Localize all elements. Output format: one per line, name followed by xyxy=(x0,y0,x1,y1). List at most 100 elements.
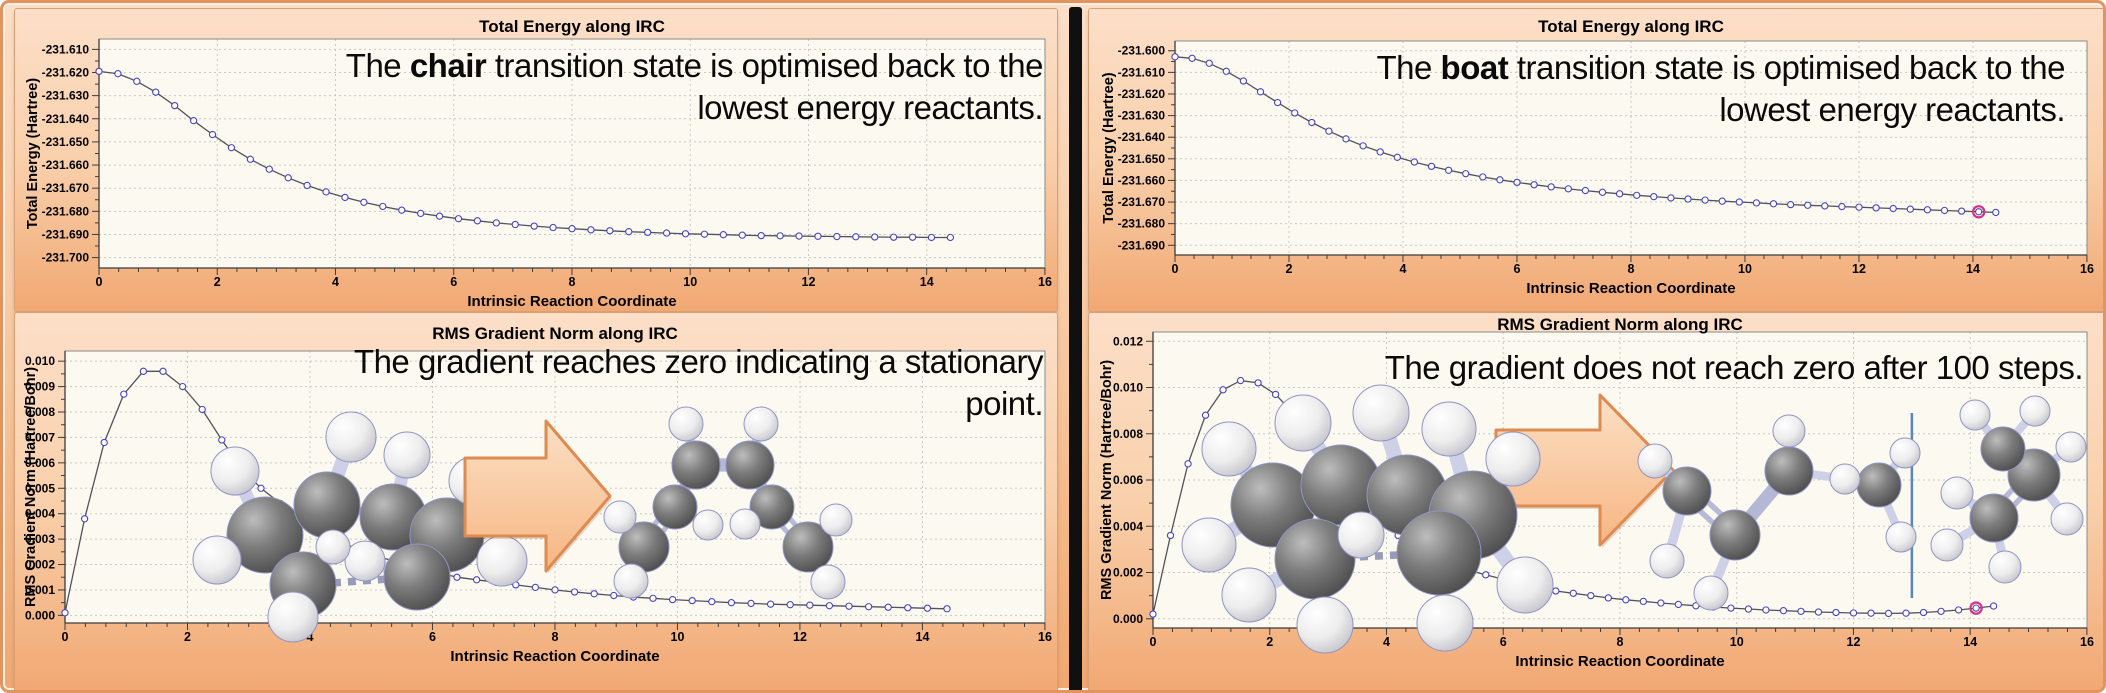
svg-text:14: 14 xyxy=(920,275,934,289)
svg-text:-231.660: -231.660 xyxy=(1118,173,1166,187)
svg-text:14: 14 xyxy=(1966,262,1980,276)
svg-text:8: 8 xyxy=(569,275,576,289)
svg-text:12: 12 xyxy=(793,630,807,644)
tick-marks xyxy=(92,48,1046,275)
svg-text:6: 6 xyxy=(429,630,436,644)
svg-text:4: 4 xyxy=(1383,635,1390,649)
svg-text:0.006: 0.006 xyxy=(1113,473,1143,487)
svg-text:6: 6 xyxy=(1514,262,1521,276)
svg-text:-231.600: -231.600 xyxy=(1118,44,1166,58)
svg-text:0.000: 0.000 xyxy=(25,608,55,622)
svg-text:-231.690: -231.690 xyxy=(42,227,90,241)
boat-total-energy-panel: 0 2 4 6 8 10 12 14 16 -231.690 -231.680 -231.670 -23… xyxy=(1089,9,2103,311)
svg-text:0.003: 0.003 xyxy=(25,532,55,546)
svg-text:0.000: 0.000 xyxy=(1113,612,1143,626)
chart-title: RMS Gradient Norm along IRC xyxy=(1497,315,1743,334)
svg-text:4: 4 xyxy=(332,275,339,289)
series-curve xyxy=(98,70,951,239)
boat-total-energy-chart: 0 2 4 6 8 10 12 14 16 -231.690 -231.680 -231.670 -23… xyxy=(1101,17,2094,297)
svg-text:-231.670: -231.670 xyxy=(1118,195,1166,209)
svg-text:-231.640: -231.640 xyxy=(1118,130,1166,144)
svg-text:-231.620: -231.620 xyxy=(1118,87,1166,101)
svg-text:0: 0 xyxy=(96,275,103,289)
tick-marks xyxy=(1168,50,2088,262)
svg-text:14: 14 xyxy=(916,630,930,644)
svg-text:0.010: 0.010 xyxy=(25,354,55,368)
svg-text:0: 0 xyxy=(62,630,69,644)
svg-text:2: 2 xyxy=(214,275,221,289)
svg-text:-231.610: -231.610 xyxy=(42,42,90,56)
svg-text:-231.630: -231.630 xyxy=(42,89,90,103)
svg-text:8: 8 xyxy=(552,630,559,644)
chair-rms-gradient-panel: 0 2 4 6 8 10 12 14 16 0.000 0.001 0.002 0.003 0.004 0.… xyxy=(15,313,1057,690)
svg-text:-231.610: -231.610 xyxy=(1118,65,1166,79)
svg-text:16: 16 xyxy=(2080,635,2094,649)
svg-text:0.002: 0.002 xyxy=(1113,566,1143,580)
svg-text:0.006: 0.006 xyxy=(25,456,55,470)
svg-text:0.002: 0.002 xyxy=(25,558,55,572)
svg-text:-231.660: -231.660 xyxy=(42,158,90,172)
svg-text:12: 12 xyxy=(1847,635,1861,649)
svg-text:14: 14 xyxy=(1963,635,1977,649)
svg-text:16: 16 xyxy=(2080,262,2094,276)
svg-text:10: 10 xyxy=(671,630,685,644)
tick-marks xyxy=(58,360,1046,630)
x-axis-label: Intrinsic Reaction Coordinate xyxy=(450,648,659,665)
svg-text:10: 10 xyxy=(683,275,697,289)
molecule-hexadiene-product xyxy=(603,406,853,600)
svg-text:0.004: 0.004 xyxy=(1113,519,1143,533)
svg-text:16: 16 xyxy=(1038,630,1052,644)
chart-title: Total Energy along IRC xyxy=(1538,17,1724,36)
svg-text:4: 4 xyxy=(1400,262,1407,276)
svg-text:8: 8 xyxy=(1628,262,1635,276)
svg-text:12: 12 xyxy=(1852,262,1866,276)
svg-text:2: 2 xyxy=(1286,262,1293,276)
x-axis-label: Intrinsic Reaction Coordinate xyxy=(467,293,676,310)
svg-text:-231.700: -231.700 xyxy=(42,251,90,265)
highlighted-point-ring xyxy=(1972,205,1986,219)
svg-text:-231.630: -231.630 xyxy=(1118,109,1166,123)
svg-text:0.012: 0.012 xyxy=(1113,334,1143,348)
svg-text:16: 16 xyxy=(1038,275,1052,289)
svg-text:-231.650: -231.650 xyxy=(42,135,90,149)
data-point-markers xyxy=(95,67,955,242)
x-axis-label: Intrinsic Reaction Coordinate xyxy=(1515,653,1724,670)
tick-labels: 0 2 4 6 8 10 12 14 16 0.000 0.002 0.004 0.006 0.008 0.… xyxy=(1113,334,2094,649)
data-point-markers xyxy=(1171,53,2000,217)
chair-total-energy-panel: 0 2 4 6 8 10 12 14 16 -231.700 -231.690 -231.680 -23… xyxy=(15,9,1057,311)
chart-title: Total Energy along IRC xyxy=(479,17,665,36)
svg-text:6: 6 xyxy=(1500,635,1507,649)
y-axis-label: RMS Gradient Norm (Hartree/Bohr) xyxy=(1099,360,1115,600)
svg-text:-231.650: -231.650 xyxy=(1118,152,1166,166)
y-axis-label: Total Energy (Hartree) xyxy=(1101,72,1117,223)
svg-text:-231.620: -231.620 xyxy=(42,66,90,80)
svg-text:0.009: 0.009 xyxy=(25,380,55,394)
molecule-chair-transition-state xyxy=(192,411,528,643)
x-axis-label: Intrinsic Reaction Coordinate xyxy=(1526,280,1735,297)
svg-text:0: 0 xyxy=(1150,635,1157,649)
svg-text:4: 4 xyxy=(307,630,314,644)
tick-labels: 0 2 4 6 8 10 12 14 16 -231.690 -231.680 -231.670 -23… xyxy=(1118,44,2094,276)
svg-text:-231.670: -231.670 xyxy=(42,181,90,195)
chair-total-energy-chart: 0 2 4 6 8 10 12 14 16 -231.700 -231.690 -231.680 -23… xyxy=(25,17,1052,310)
svg-text:0.008: 0.008 xyxy=(25,405,55,419)
svg-text:-231.690: -231.690 xyxy=(1118,238,1166,252)
tick-labels: 0 2 4 6 8 10 12 14 16 -231.700 -231.690 -231.680 -23… xyxy=(42,42,1052,289)
svg-text:2: 2 xyxy=(184,630,191,644)
chair-rms-gradient-chart: 0 2 4 6 8 10 12 14 16 0.000 0.001 0.002 0.003 0.004 0.… xyxy=(23,324,1052,665)
svg-text:0: 0 xyxy=(1172,262,1179,276)
svg-text:6: 6 xyxy=(450,275,457,289)
svg-text:2: 2 xyxy=(1266,635,1273,649)
svg-text:-231.680: -231.680 xyxy=(42,204,90,218)
svg-text:0.005: 0.005 xyxy=(25,481,55,495)
y-axis-label: Total Energy (Hartree) xyxy=(25,78,41,229)
grid-lines xyxy=(65,351,1046,623)
right-block-arrow xyxy=(463,419,612,573)
molecule-boat-transition-state xyxy=(1181,384,1554,654)
y-axis-label: RMS Gradient Norm (Hartree/Bohr) xyxy=(23,367,39,607)
boat-rms-gradient-chart: 0 2 4 6 8 10 12 14 16 0.000 0.002 0.004 0.006 0.008 0.… xyxy=(1099,315,2094,670)
svg-text:0.008: 0.008 xyxy=(1113,427,1143,441)
highlighted-point-ring xyxy=(1969,601,1983,615)
svg-text:10: 10 xyxy=(1730,635,1744,649)
